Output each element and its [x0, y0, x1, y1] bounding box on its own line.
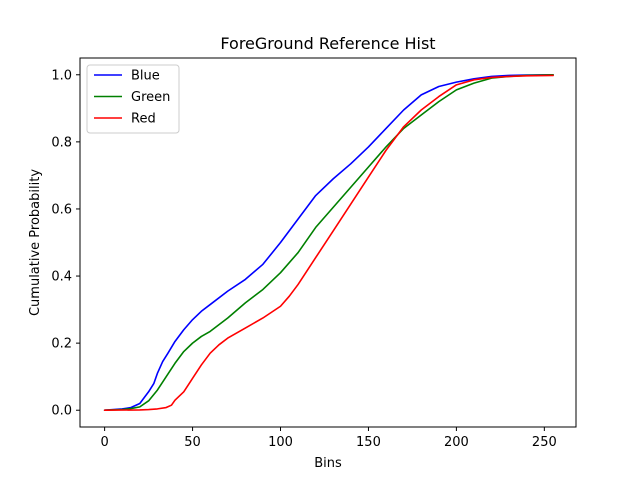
y-tick-label: 1.0	[51, 68, 72, 83]
legend-label-blue: Blue	[131, 69, 160, 84]
series-group	[103, 73, 554, 412]
y-tick-label: 0.2	[51, 337, 72, 352]
y-tick-label: 0.0	[51, 404, 72, 419]
legend-label-red: Red	[131, 112, 156, 127]
x-axis-label: Bins	[314, 456, 342, 471]
series-line-red	[103, 74, 554, 412]
x-tick-label: 250	[532, 435, 557, 450]
chart-title: ForeGround Reference Hist	[220, 34, 435, 53]
x-tick-label: 150	[356, 435, 381, 450]
x-tick-label: 50	[184, 435, 201, 450]
legend-label-green: Green	[131, 90, 170, 105]
y-tick-label: 0.4	[51, 270, 72, 285]
x-tick-label: 100	[268, 435, 293, 450]
x-tick-label: 0	[100, 435, 108, 450]
y-axis-ticks: 0.0 0.2 0.4 0.6 0.8 1.0	[51, 68, 80, 419]
y-axis-label: Cumulative Probability	[28, 169, 43, 316]
plot-frame	[79, 57, 577, 428]
series-line-blue	[103, 73, 554, 412]
y-tick-label: 0.6	[51, 202, 72, 217]
legend: Blue Green Red	[86, 64, 180, 134]
x-tick-label: 200	[444, 435, 469, 450]
y-tick-label: 0.8	[51, 135, 72, 150]
series-line-green	[103, 73, 554, 412]
x-axis-ticks: 0 50 100 150 200 250	[100, 427, 557, 450]
legend-frame	[86, 64, 180, 134]
